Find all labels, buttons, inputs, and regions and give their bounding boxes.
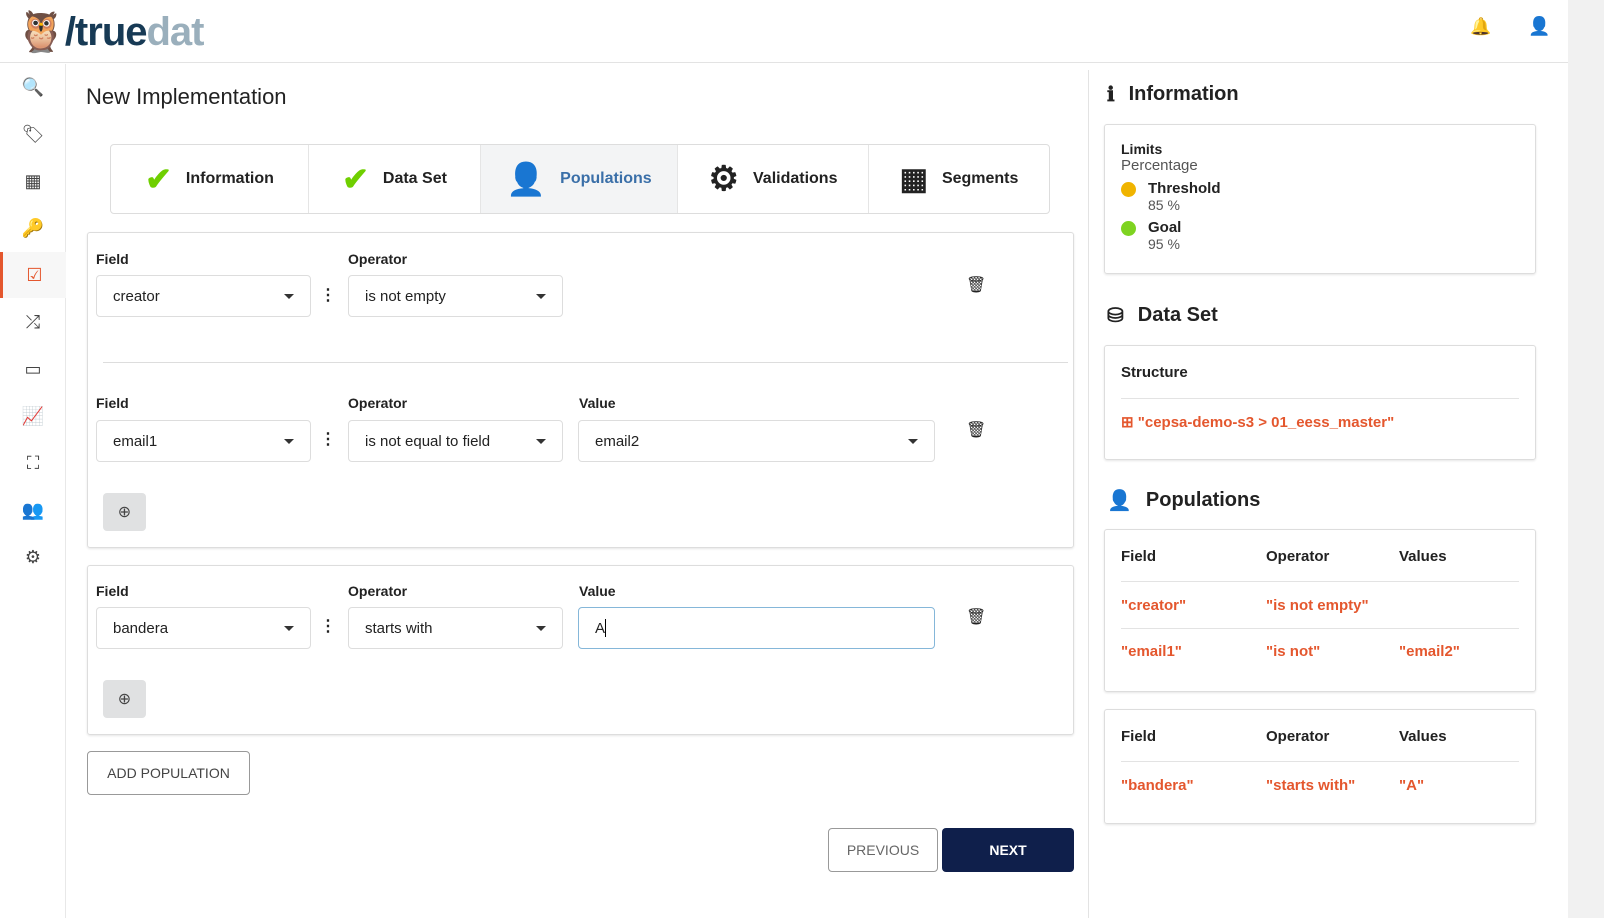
- summary-row: "bandera" "starts with" "A": [1121, 777, 1425, 794]
- field-label: Field: [96, 395, 129, 411]
- population-summary-card: Field Operator Values "bandera" "starts wit…: [1104, 709, 1536, 824]
- trash-icon[interactable]: 🗑: [966, 609, 987, 626]
- population-card: Field Operator Value bandera ⋮ starts wi…: [87, 565, 1074, 735]
- previous-button[interactable]: PREVIOUS: [828, 828, 938, 872]
- step-label: Information: [185, 170, 274, 187]
- truedat-logo[interactable]: 🦉/truedat: [16, 10, 205, 54]
- step-data-set[interactable]: ✔ Data Set: [309, 145, 481, 213]
- sidebar-dashboard-icon[interactable]: ▦: [24, 170, 42, 191]
- bell-icon[interactable]: 🔔: [1470, 17, 1492, 36]
- value-label: Value: [579, 395, 616, 411]
- sidebar-tags-icon[interactable]: 🏷: [21, 123, 45, 144]
- step-populations[interactable]: 👤 Populations: [481, 145, 678, 213]
- operator-label: Operator: [348, 251, 408, 267]
- value-select[interactable]: email2: [578, 420, 935, 462]
- goal-value: 95 %: [1148, 236, 1180, 252]
- add-condition-button[interactable]: ⊕: [103, 493, 146, 531]
- populations-heading: 👤 Populations: [1107, 489, 1261, 512]
- kebab-menu-icon[interactable]: ⋮: [320, 287, 336, 304]
- field-select[interactable]: bandera: [96, 607, 311, 649]
- dataset-card: Structure ⊞ "cepsa-demo-s3 > 01_eess_mas…: [1104, 345, 1536, 460]
- summary-header: Field Operator Values: [1121, 710, 1519, 762]
- database-icon: ⛁: [1107, 305, 1124, 327]
- limits-label: Limits: [1121, 141, 1163, 157]
- operator-select[interactable]: is not equal to field: [348, 420, 563, 462]
- summary-row: "email1" "is not" "email2": [1121, 643, 1460, 660]
- sidebar-sitemap-icon[interactable]: ⛶: [26, 452, 40, 473]
- sidebar-search-icon[interactable]: 🔍: [21, 76, 45, 97]
- sidebar-check-square-icon[interactable]: ☑: [0, 252, 66, 298]
- step-validations[interactable]: ⚙ Validations: [678, 145, 869, 213]
- summary-header: Field Operator Values: [1121, 530, 1519, 582]
- sidebar-users-icon[interactable]: 👥: [21, 499, 45, 520]
- structure-link[interactable]: ⊞ "cepsa-demo-s3 > 01_eess_master": [1121, 414, 1395, 431]
- operator-select[interactable]: starts with: [348, 607, 563, 649]
- step-label: Validations: [753, 170, 838, 187]
- page-title: New Implementation: [86, 84, 287, 109]
- value-input[interactable]: A: [578, 607, 935, 649]
- goal-dot: [1121, 221, 1136, 236]
- field-select[interactable]: creator: [96, 275, 311, 317]
- value-label: Value: [579, 583, 616, 599]
- information-card: Limits Percentage Threshold 85 % Goal 95 %: [1104, 124, 1536, 274]
- kebab-menu-icon[interactable]: ⋮: [320, 431, 336, 448]
- field-select[interactable]: email1: [96, 420, 311, 462]
- divider: [103, 362, 1068, 363]
- grid-icon: ▦: [899, 162, 928, 196]
- add-condition-button[interactable]: ⊕: [103, 680, 146, 718]
- step-information[interactable]: ✔ Information: [111, 145, 309, 213]
- limits-type: Percentage: [1121, 157, 1198, 174]
- structure-label: Structure: [1121, 346, 1519, 399]
- sidebar-chart-icon[interactable]: 📈: [21, 405, 45, 426]
- goal-label: Goal: [1148, 219, 1182, 236]
- sidebar-hdd-icon[interactable]: ▭: [24, 358, 42, 379]
- sidebar: 🔍 🏷 ▦ 🔑 ☑ ⤮ ▭ 📈 ⛶ 👥 ⚙: [0, 64, 66, 918]
- check-icon: ✔: [342, 161, 369, 197]
- threshold-value: 85 %: [1148, 197, 1180, 213]
- step-label: Populations: [560, 170, 652, 187]
- sidebar-gear-icon[interactable]: ⚙: [24, 546, 42, 567]
- user-icon[interactable]: 👤: [1528, 16, 1551, 36]
- operator-select[interactable]: is not empty: [348, 275, 563, 317]
- table-icon: ⊞: [1121, 414, 1138, 431]
- next-button[interactable]: NEXT: [942, 828, 1074, 872]
- sidebar-shuffle-icon[interactable]: ⤮: [25, 311, 41, 332]
- field-label: Field: [96, 251, 129, 267]
- step-segments[interactable]: ▦ Segments: [869, 145, 1049, 213]
- scrollbar[interactable]: [1568, 0, 1604, 918]
- info-icon: ℹ: [1107, 84, 1115, 106]
- operator-label: Operator: [348, 395, 408, 411]
- sidebar-key-icon[interactable]: 🔑: [21, 217, 45, 238]
- information-heading: ℹ Information: [1107, 83, 1239, 106]
- population-card: Field Operator creator ⋮ is not empty 🗑 …: [87, 232, 1074, 548]
- field-label: Field: [96, 583, 129, 599]
- add-population-button[interactable]: ADD POPULATION: [87, 751, 250, 795]
- trash-icon[interactable]: 🗑: [966, 422, 987, 439]
- trash-icon[interactable]: 🗑: [966, 277, 987, 294]
- step-label: Data Set: [382, 170, 447, 187]
- kebab-menu-icon[interactable]: ⋮: [320, 618, 336, 635]
- threshold-label: Threshold: [1148, 180, 1221, 197]
- step-label: Segments: [941, 170, 1019, 187]
- stepper: ✔ Information ✔ Data Set 👤 Populations ⚙ Val…: [110, 144, 1050, 214]
- dataset-heading: ⛁ Data Set: [1107, 304, 1218, 327]
- gear-icon: ⚙: [708, 160, 739, 198]
- panel-divider: [1088, 70, 1089, 918]
- user-icon: 👤: [1107, 490, 1132, 512]
- check-icon: ✔: [145, 161, 172, 197]
- user-icon: 👤: [506, 161, 547, 197]
- top-bar: 🦉/truedat 🔔 👤: [0, 0, 1568, 63]
- operator-label: Operator: [348, 583, 408, 599]
- population-summary-card: Field Operator Values "creator" "is not emp…: [1104, 529, 1536, 692]
- threshold-dot: [1121, 182, 1136, 197]
- summary-row: "creator" "is not empty": [1121, 582, 1519, 629]
